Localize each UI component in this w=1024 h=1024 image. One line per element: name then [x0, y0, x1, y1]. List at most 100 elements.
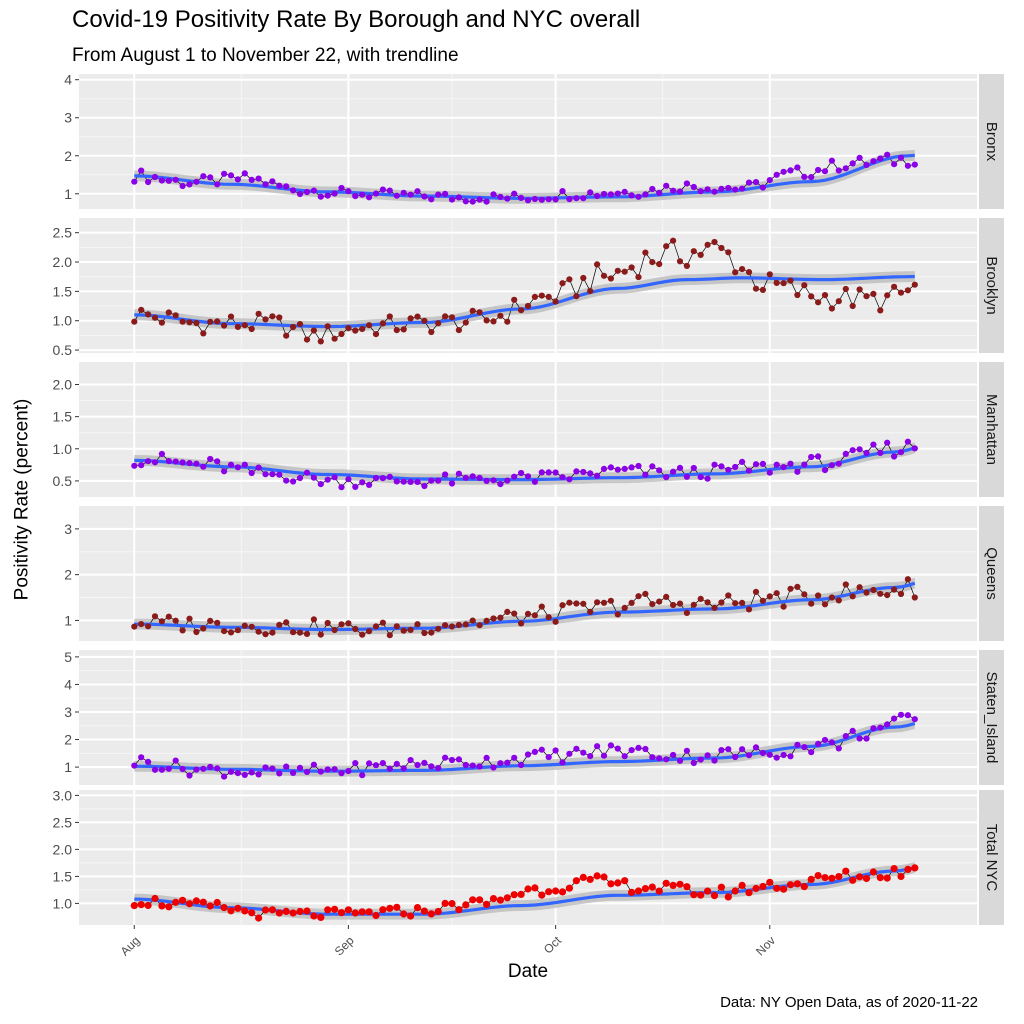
data-point	[877, 307, 884, 314]
data-point	[718, 185, 725, 192]
data-point	[296, 474, 304, 482]
data-point	[725, 746, 732, 753]
data-point	[227, 768, 235, 775]
data-point	[745, 269, 753, 276]
data-point	[185, 900, 194, 908]
data-point	[766, 177, 773, 184]
data-point	[365, 908, 373, 916]
facet-strip	[979, 218, 1004, 353]
data-point	[621, 877, 629, 885]
data-point	[227, 313, 235, 320]
data-point	[372, 190, 380, 197]
data-point	[732, 600, 739, 607]
panel-background	[79, 218, 977, 353]
data-point	[697, 251, 704, 258]
data-point	[366, 194, 373, 201]
data-point	[524, 610, 532, 618]
data-point	[815, 453, 822, 460]
data-point	[511, 610, 518, 617]
data-point	[718, 244, 725, 252]
data-point	[614, 190, 621, 197]
data-point	[248, 769, 255, 776]
data-point	[745, 752, 753, 759]
data-point	[331, 626, 338, 634]
data-point	[248, 909, 256, 917]
data-point	[476, 309, 483, 316]
data-point	[255, 628, 262, 635]
data-point	[138, 167, 145, 174]
data-point	[538, 746, 545, 753]
data-point	[594, 743, 601, 750]
data-point	[442, 622, 449, 629]
data-point	[849, 447, 856, 454]
data-point	[842, 450, 849, 457]
data-point	[276, 770, 283, 777]
data-point	[435, 191, 442, 198]
y-tick-label: 1.0	[53, 895, 73, 911]
y-tick-label: 3	[64, 704, 72, 720]
data-point	[407, 912, 415, 920]
data-point	[145, 623, 152, 630]
data-point	[490, 764, 497, 771]
data-point	[524, 197, 532, 204]
data-point	[345, 620, 352, 627]
data-point	[179, 318, 186, 325]
data-point	[248, 325, 255, 333]
data-point	[656, 755, 663, 762]
data-point	[552, 618, 559, 625]
data-point	[193, 766, 200, 773]
data-point	[828, 462, 836, 469]
data-point	[497, 614, 504, 621]
data-point	[863, 589, 870, 596]
data-point	[773, 754, 780, 761]
data-point	[317, 631, 324, 638]
data-point	[193, 460, 200, 467]
data-point	[207, 174, 214, 181]
data-point	[331, 474, 338, 481]
data-point	[725, 592, 732, 599]
data-point	[642, 590, 649, 598]
y-tick-label: 2.0	[53, 377, 73, 393]
data-point	[338, 330, 345, 338]
data-point	[131, 762, 138, 769]
data-point	[393, 327, 400, 334]
data-point	[414, 621, 421, 628]
data-point	[434, 907, 442, 916]
data-point	[130, 902, 138, 910]
data-point	[524, 751, 532, 758]
data-point	[497, 193, 504, 201]
data-point	[690, 601, 697, 608]
data-point	[704, 887, 712, 895]
data-point	[759, 597, 767, 604]
data-point	[290, 187, 297, 194]
data-point	[869, 868, 878, 876]
data-point	[442, 190, 449, 197]
data-point	[607, 597, 615, 604]
data-point	[283, 332, 290, 339]
data-point	[296, 629, 304, 636]
data-point	[428, 477, 435, 484]
data-point	[165, 903, 173, 911]
data-point	[911, 281, 918, 288]
data-point	[497, 481, 504, 488]
data-point	[600, 465, 608, 472]
data-point	[359, 772, 366, 779]
data-point	[145, 458, 152, 465]
data-point	[656, 261, 663, 268]
data-point	[428, 629, 435, 636]
data-point	[138, 754, 145, 761]
data-point	[496, 896, 504, 904]
data-point	[497, 312, 504, 319]
data-point	[904, 287, 912, 294]
data-point	[462, 474, 469, 481]
data-point	[911, 864, 919, 872]
data-point	[144, 901, 152, 910]
data-point	[649, 185, 656, 193]
data-point	[324, 323, 331, 330]
data-point	[137, 901, 145, 909]
data-point	[656, 467, 663, 474]
data-point	[352, 625, 359, 633]
data-point	[344, 906, 352, 914]
data-point	[690, 183, 697, 191]
data-point	[372, 474, 380, 482]
